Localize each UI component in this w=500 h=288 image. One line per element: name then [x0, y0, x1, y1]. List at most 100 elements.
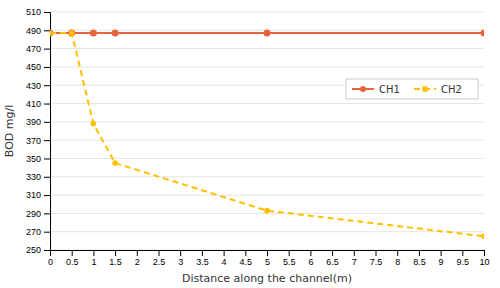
axis-domain — [44, 13, 51, 251]
legend-label: CH1 — [379, 84, 400, 95]
tick-label: 5 — [265, 257, 270, 267]
tick-mark — [180, 250, 181, 256]
tick-label: 0.5 — [66, 257, 79, 267]
tick-label: 5.5 — [283, 257, 296, 267]
tick: 2 — [135, 250, 140, 267]
tick-mark — [462, 250, 463, 256]
tick-label: 3.5 — [196, 257, 209, 267]
tick: 4.5 — [240, 250, 253, 267]
point — [481, 233, 484, 239]
grid-line — [50, 140, 484, 141]
legend-frame — [346, 79, 478, 99]
tick: 8 — [395, 250, 400, 267]
tick-label: 370 — [26, 136, 41, 146]
tick-mark — [441, 250, 442, 256]
tick-label: 510 — [26, 7, 41, 17]
tick-mark — [44, 213, 50, 214]
tick-mark — [93, 250, 94, 256]
tick-mark — [44, 250, 50, 251]
tick: 2.5 — [153, 250, 166, 267]
tick-label: 350 — [26, 154, 41, 164]
line — [50, 33, 484, 236]
tick-label: 490 — [26, 26, 41, 36]
grid-line — [50, 48, 484, 49]
chart: 00.511.522.533.544.555.566.577.588.599.5… — [0, 0, 500, 288]
legend-marker — [360, 86, 366, 92]
tick: 5.5 — [283, 250, 296, 267]
series — [50, 30, 484, 37]
marks — [50, 30, 484, 240]
tick: 0.5 — [66, 250, 79, 267]
tick-label: 10 — [479, 257, 489, 267]
tick-label: 6 — [308, 257, 313, 267]
tick-label: 410 — [26, 99, 41, 109]
y-axis-title: BOD mg/l — [3, 105, 16, 157]
tick-mark — [267, 250, 268, 256]
tick: 270 — [26, 227, 50, 237]
point — [68, 30, 75, 37]
grid-line — [50, 103, 484, 104]
tick-mark — [137, 250, 138, 256]
tick-mark — [44, 158, 50, 159]
tick-label: 430 — [26, 81, 41, 91]
x-axis: 00.511.522.533.544.555.566.577.588.599.5… — [48, 250, 490, 267]
point — [112, 30, 119, 37]
legend: CH1 CH2 — [346, 79, 478, 99]
tick-mark — [72, 250, 73, 256]
point — [50, 30, 53, 36]
axis-domain — [51, 251, 485, 257]
tick: 350 — [26, 154, 50, 164]
tick-label: 9 — [439, 257, 444, 267]
tick-label: 290 — [26, 209, 41, 219]
point — [91, 121, 97, 127]
tick-mark — [44, 195, 50, 196]
tick-mark — [44, 85, 50, 86]
tick: 5 — [265, 250, 270, 267]
tick-mark — [397, 250, 398, 256]
tick-label: 270 — [26, 227, 41, 237]
tick-mark — [484, 250, 485, 256]
tick-label: 330 — [26, 172, 41, 182]
tick: 7.5 — [370, 250, 383, 267]
tick-label: 1.5 — [109, 257, 122, 267]
tick-mark — [289, 250, 290, 256]
tick: 310 — [26, 190, 50, 200]
tick: 510 — [26, 7, 50, 17]
series — [50, 30, 484, 239]
tick: 7 — [352, 250, 357, 267]
tick-label: 250 — [26, 245, 41, 255]
point — [69, 30, 75, 36]
tick: 6 — [308, 250, 313, 267]
tick-label: 8.5 — [413, 257, 426, 267]
grid-line — [50, 195, 484, 196]
tick: 8.5 — [413, 250, 426, 267]
tick: 390 — [26, 117, 50, 127]
point — [264, 30, 271, 37]
tick-mark — [44, 67, 50, 68]
tick-label: 1 — [91, 257, 96, 267]
tick: 430 — [26, 81, 50, 91]
tick-mark — [202, 250, 203, 256]
tick-label: 450 — [26, 62, 41, 72]
tick-mark — [354, 250, 355, 256]
tick: 10 — [479, 250, 489, 267]
tick-mark — [44, 12, 50, 13]
tick-label: 6.5 — [326, 257, 339, 267]
tick-mark — [245, 250, 246, 256]
tick-mark — [332, 250, 333, 256]
tick-label: 7 — [352, 257, 357, 267]
tick: 9.5 — [457, 250, 470, 267]
legend-label: CH2 — [441, 84, 462, 95]
point — [264, 208, 270, 214]
x-axis-title: Distance along the channel(m) — [182, 272, 352, 285]
tick-mark — [44, 49, 50, 50]
grid-line — [50, 12, 484, 13]
tick: 330 — [26, 172, 50, 182]
tick: 3 — [178, 250, 183, 267]
grid-line — [50, 66, 484, 67]
tick-mark — [44, 140, 50, 141]
tick-label: 470 — [26, 44, 41, 54]
tick-label: 4 — [222, 257, 227, 267]
tick-mark — [310, 250, 311, 256]
tick-mark — [159, 250, 160, 256]
